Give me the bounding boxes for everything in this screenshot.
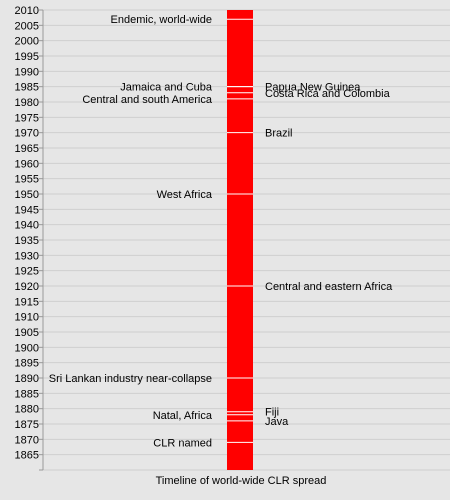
- tick-label: 1890: [15, 373, 39, 385]
- event-label: Natal, Africa: [153, 410, 213, 422]
- tick-label: 1910: [15, 312, 39, 324]
- event-label: Papua New Guinea: [265, 82, 361, 94]
- tick-label: 1865: [15, 450, 39, 462]
- tick-label: 1950: [15, 189, 39, 201]
- event-label: Endemic, world-wide: [111, 14, 212, 26]
- event-label: Brazil: [265, 128, 293, 140]
- event-label: Jamaica and Cuba: [120, 82, 213, 94]
- tick-label: 1945: [15, 204, 39, 216]
- tick-label: 1900: [15, 342, 39, 354]
- x-axis-label: Timeline of world-wide CLR spread: [156, 475, 327, 487]
- tick-label: 1885: [15, 388, 39, 400]
- tick-label: 1925: [15, 266, 39, 278]
- y-axis-ticks: 1865 1870 1875 1880 1885 1890 1895 1900 1905 1910…: [15, 5, 43, 471]
- event-label: Costa Rica and Colombia: [265, 88, 391, 100]
- event-label: Java: [265, 416, 289, 428]
- tick-label: 1915: [15, 296, 39, 308]
- event-label: CLR named: [153, 437, 212, 449]
- tick-label: 1965: [15, 143, 39, 155]
- tick-label: 2000: [15, 36, 39, 48]
- tick-label: 1970: [15, 128, 39, 140]
- tick-label: 1990: [15, 66, 39, 78]
- tick-label: 1935: [15, 235, 39, 247]
- tick-label: 1870: [15, 434, 39, 446]
- tick-label: 1985: [15, 82, 39, 94]
- event-label: Fiji: [265, 407, 279, 419]
- tick-label: 1980: [15, 97, 39, 109]
- tick-label: 2005: [15, 20, 39, 32]
- tick-label: 1975: [15, 112, 39, 124]
- tick-label: 1920: [15, 281, 39, 293]
- event-label: Sri Lankan industry near-collapse: [49, 373, 212, 385]
- tick-label: 2010: [15, 5, 39, 17]
- tick-label: 1995: [15, 51, 39, 63]
- tick-label: 1895: [15, 358, 39, 370]
- tick-label: 1930: [15, 250, 39, 262]
- tick-label: 1955: [15, 174, 39, 186]
- tick-label: 1905: [15, 327, 39, 339]
- event-label: West Africa: [157, 189, 213, 201]
- event-label: Central and eastern Africa: [265, 281, 393, 293]
- tick-label: 1940: [15, 220, 39, 232]
- timeline-bar: [227, 10, 253, 470]
- event-label: Central and south America: [82, 94, 213, 106]
- tick-label: 1960: [15, 158, 39, 170]
- tick-label: 1875: [15, 419, 39, 431]
- tick-label: 1880: [15, 404, 39, 416]
